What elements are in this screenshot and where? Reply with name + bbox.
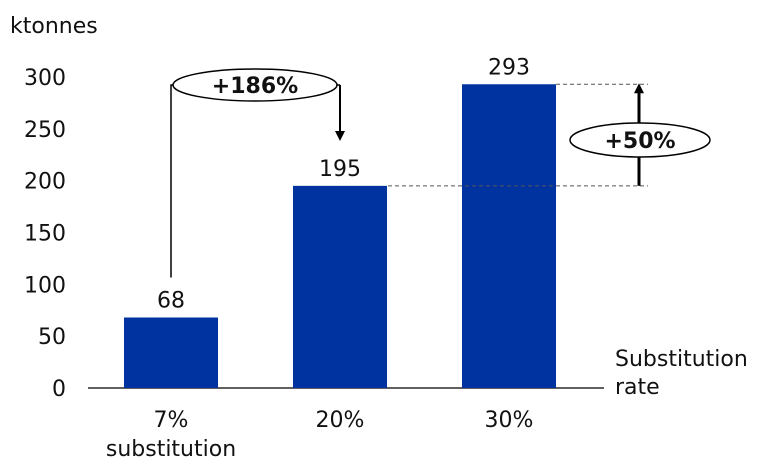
annotation-ellipse — [569, 122, 711, 158]
x-tick-label: 30% — [485, 408, 534, 433]
x-tick-label: 20% — [316, 408, 365, 433]
y-tick-label: 100 — [24, 273, 66, 298]
data-label: 293 — [488, 55, 530, 80]
x-tick-label: 7% — [154, 408, 189, 433]
y-tick-label: 50 — [38, 325, 66, 350]
data-label: 68 — [157, 289, 185, 314]
annotation-label: +50% — [604, 129, 675, 154]
annotation-186-percent: +186% — [170, 68, 345, 278]
x-axis-label-line1: Substitution — [615, 347, 748, 372]
data-label: 195 — [319, 157, 361, 182]
y-tick-label: 200 — [24, 170, 66, 195]
bar — [462, 84, 556, 389]
annotation-50-percent: +50% — [388, 83, 711, 187]
y-tick-label: 150 — [24, 222, 66, 247]
x-axis-label-line2: rate — [615, 375, 660, 400]
annotation-ellipse — [172, 68, 338, 102]
y-tick-label: 0 — [52, 377, 66, 402]
y-tick-label: 300 — [24, 66, 66, 91]
bar — [124, 317, 218, 388]
x-tick-label: substitution — [106, 437, 236, 462]
y-tick-label: 250 — [24, 118, 66, 143]
bar — [293, 185, 387, 388]
y-axis-label: ktonnes — [10, 14, 98, 39]
annotation-label: +186% — [212, 74, 298, 99]
